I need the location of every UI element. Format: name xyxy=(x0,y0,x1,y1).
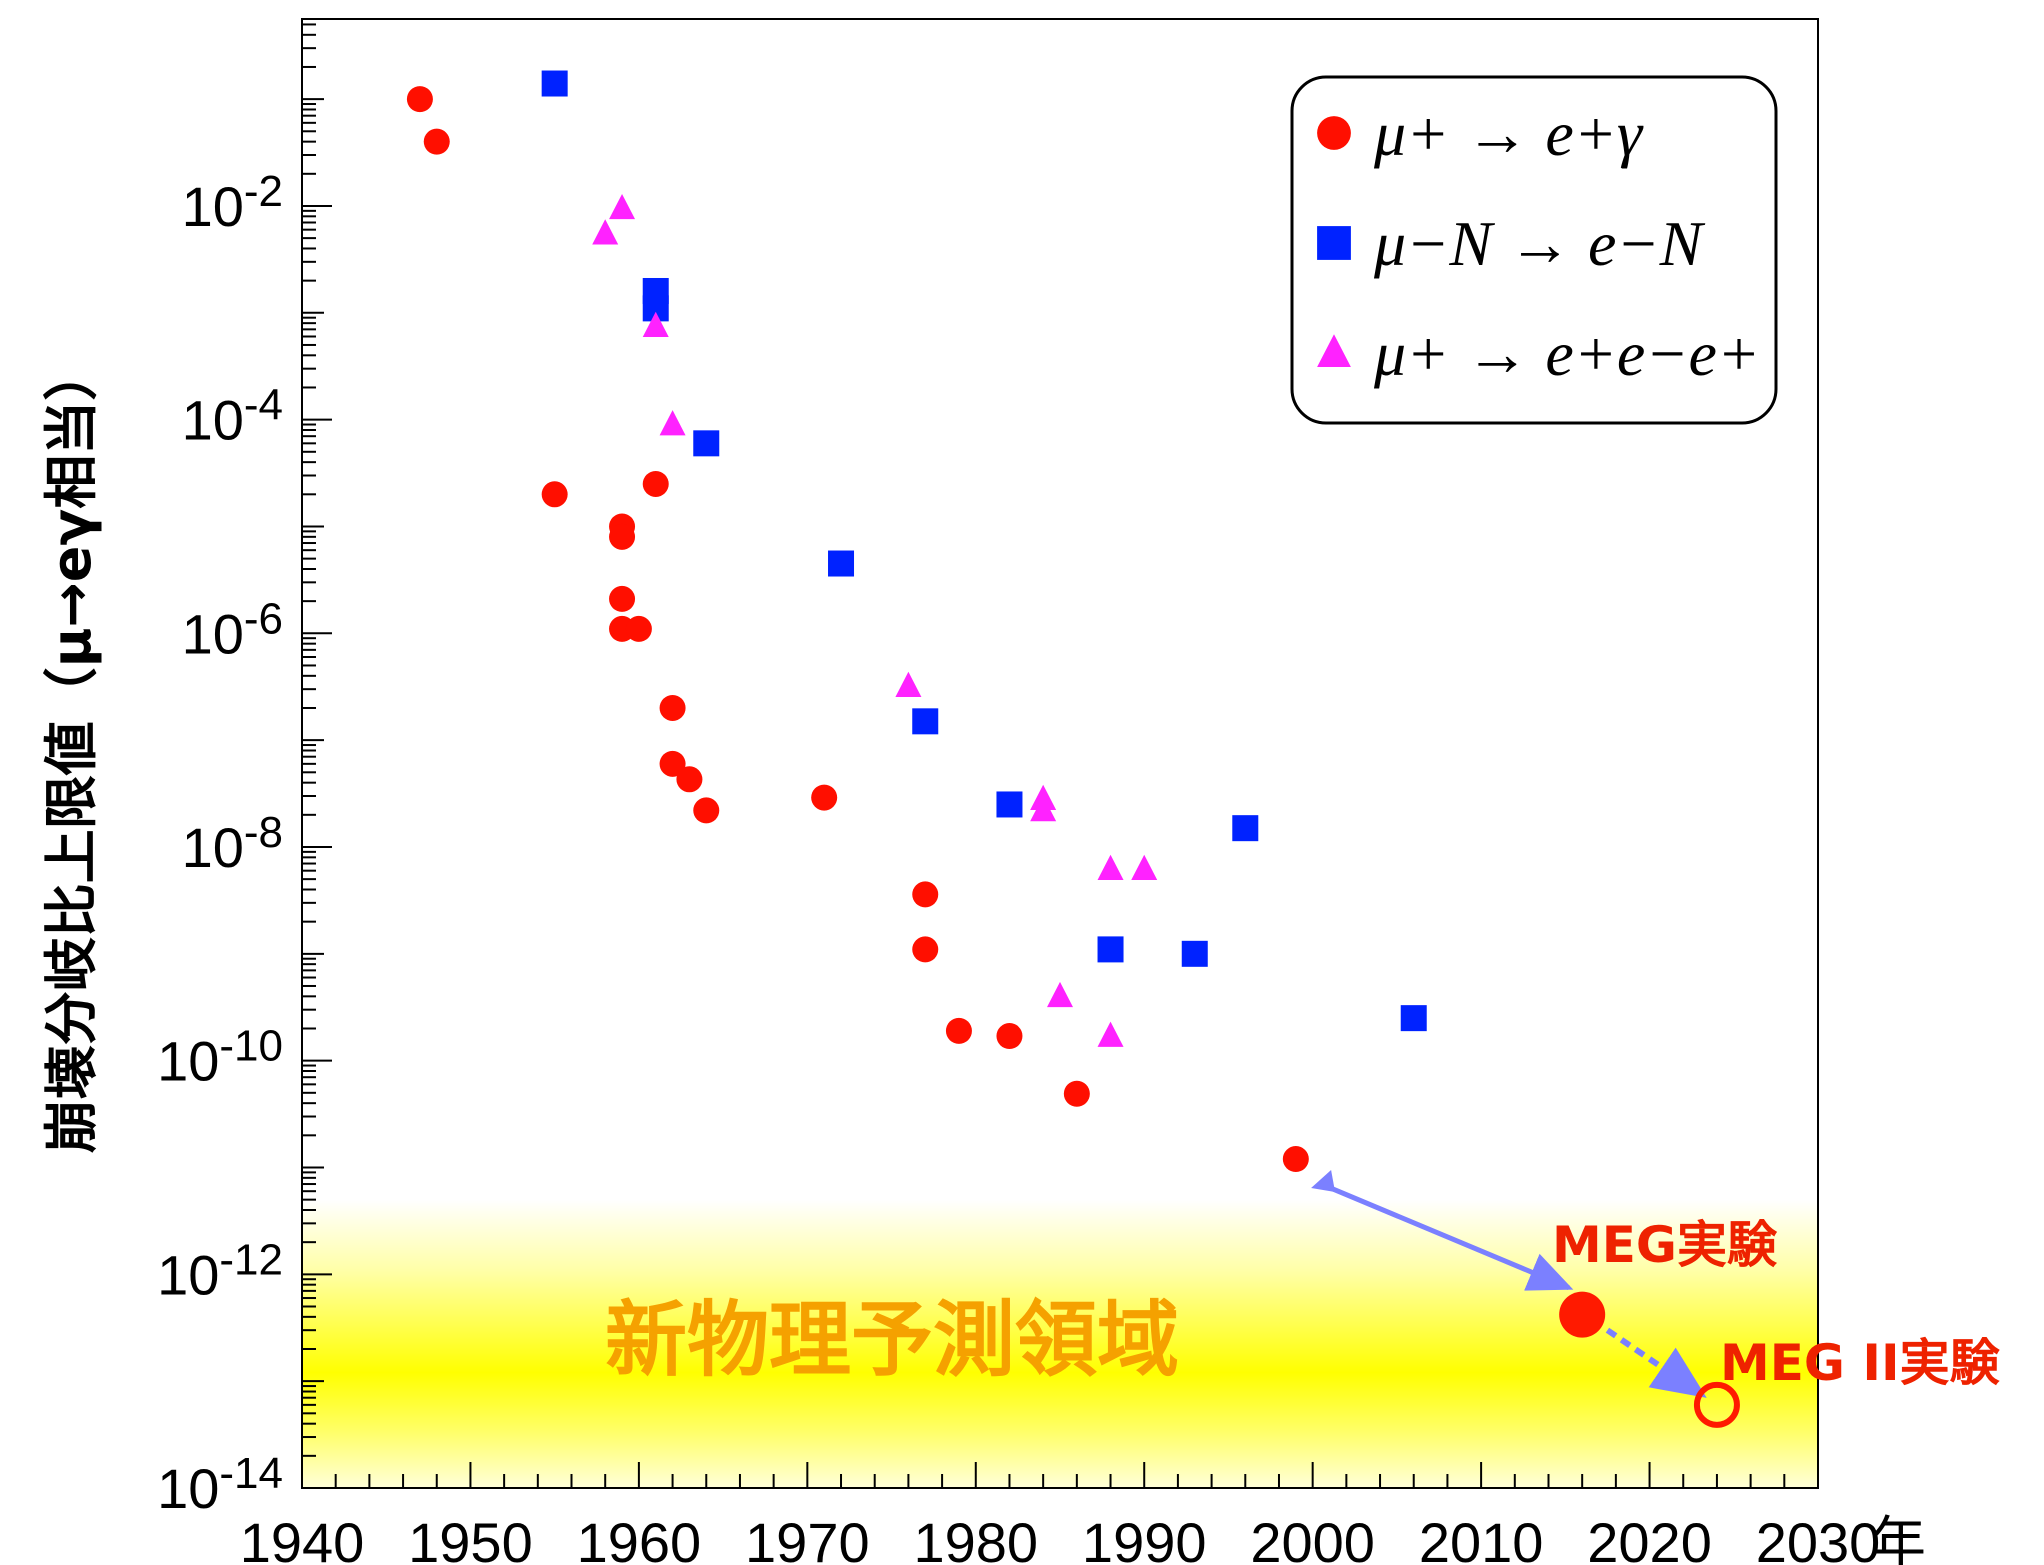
arrow-tail xyxy=(1311,1170,1336,1193)
new-physics-region-band xyxy=(303,1199,1817,1488)
x-tick-label: 2030 xyxy=(1756,1511,1881,1565)
series-3-point xyxy=(1097,1021,1124,1047)
series-1-point xyxy=(912,881,939,908)
series-1-point xyxy=(693,797,720,824)
y-tick-label: 10-4 xyxy=(182,381,283,452)
progress-arrows xyxy=(1311,1170,1707,1398)
series-1-point xyxy=(1063,1080,1090,1107)
legend-label-2: μ−N → e−N xyxy=(1373,208,1706,279)
legend-box xyxy=(1290,75,1778,425)
series-2-point xyxy=(1400,1005,1427,1032)
x-tick-label: 1980 xyxy=(913,1511,1038,1565)
series-2-point xyxy=(1181,940,1208,967)
series-1-point xyxy=(659,694,686,721)
series-2-point xyxy=(693,430,720,457)
series-2-point xyxy=(996,791,1023,818)
series-1-point xyxy=(945,1017,972,1044)
series-3-point xyxy=(1030,795,1057,822)
legend-marker-3 xyxy=(1317,334,1351,368)
series-3-point xyxy=(895,671,922,697)
legend-marker-1 xyxy=(1317,116,1351,150)
series-1-point xyxy=(541,481,568,508)
y-tick-label: 10-8 xyxy=(182,808,283,879)
x-tick-label: 2000 xyxy=(1250,1511,1375,1565)
meg-point xyxy=(1559,1291,1606,1338)
meg2-label: MEG II実験 xyxy=(1720,1334,2001,1392)
data-marks xyxy=(406,70,1427,1173)
x-tick-label: 1990 xyxy=(1082,1511,1207,1565)
x-tick-label: 1950 xyxy=(408,1511,533,1565)
y-tick-label: 10-10 xyxy=(157,1022,283,1093)
series-2-point xyxy=(828,550,855,577)
series-1-point xyxy=(406,86,433,113)
axis-ticks xyxy=(301,23,1819,1489)
x-tick-label: 2010 xyxy=(1419,1511,1544,1565)
x-tick-labels: 1940 1950 1960 1970 1980 1990 2000 2010 2020 2030 xyxy=(240,1511,1881,1565)
series-1-point xyxy=(609,523,636,550)
series-2-point xyxy=(1097,936,1124,963)
y-tick-labels: 10-2 10-4 10-6 10-8 10-10 10-12 10-14 xyxy=(157,167,283,1520)
y-axis-label: 崩壊分岐比上限値（μ→eγ相当） xyxy=(40,347,103,1153)
series-3-point xyxy=(1131,854,1158,880)
series-1-point xyxy=(642,470,669,497)
series-1-point xyxy=(609,585,636,612)
series-1-point xyxy=(1282,1146,1309,1173)
series-3-point xyxy=(1047,981,1073,1008)
series-1-point xyxy=(659,750,686,777)
series-1-point xyxy=(676,766,703,793)
arrow-to-meg2 xyxy=(1605,1327,1707,1398)
legend: μ+ → e+γ μ−N → e−N μ+ → e+e−e+ xyxy=(1290,75,1778,425)
plot-frame xyxy=(301,18,1819,1489)
legend-label-1: μ+ → e+γ xyxy=(1373,98,1644,169)
arrow-to-meg xyxy=(1320,1181,1574,1291)
y-tick-label: 10-2 xyxy=(182,167,283,238)
experiment-layer xyxy=(1559,1291,1740,1428)
y-tick-label: 10-12 xyxy=(157,1235,283,1306)
y-tick-label: 10-6 xyxy=(182,594,283,665)
y-tick-label: 10-14 xyxy=(157,1449,283,1520)
meg-label: MEG実験 xyxy=(1552,1216,1778,1274)
x-tick-label: 2020 xyxy=(1587,1511,1712,1565)
series-2-point xyxy=(912,708,939,735)
region-label: 新物理予測領域 xyxy=(605,1293,1179,1388)
x-tick-label: 1970 xyxy=(745,1511,870,1565)
series-3-point xyxy=(642,311,669,337)
series-3-point xyxy=(609,193,636,220)
legend-label-3: μ+ → e+e−e+ xyxy=(1373,318,1760,389)
legend-marker-2 xyxy=(1317,226,1351,260)
meg2-point xyxy=(1693,1381,1740,1428)
x-tick-label: 1960 xyxy=(577,1511,702,1565)
series-3-point xyxy=(659,410,686,436)
series-2-point xyxy=(541,70,568,97)
series-1-point xyxy=(996,1023,1023,1050)
series-1-point xyxy=(625,615,652,642)
series-3-point xyxy=(592,219,619,245)
x-axis-unit: 年 xyxy=(1870,1511,1926,1565)
series-2-point xyxy=(1232,815,1259,842)
series-1-point xyxy=(423,128,450,155)
x-tick-label: 1940 xyxy=(240,1511,365,1565)
series-1-point xyxy=(912,936,939,963)
series-3-point xyxy=(1097,854,1124,880)
series-1-point xyxy=(811,784,838,811)
